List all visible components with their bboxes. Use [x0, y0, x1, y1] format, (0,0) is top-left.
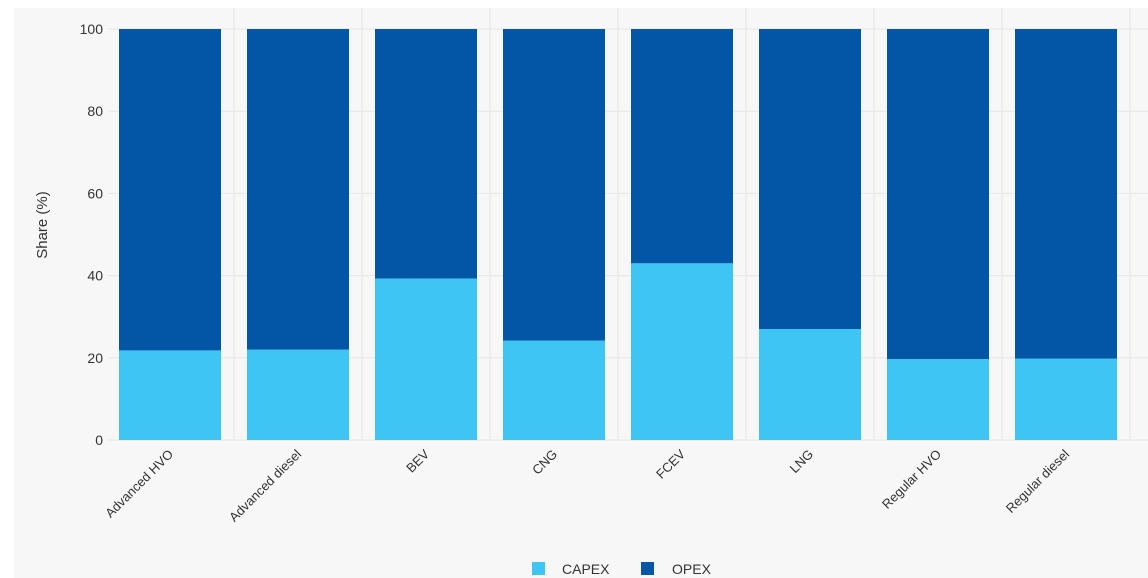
bar-opex-0 [119, 29, 221, 351]
y-tick-label: 0 [95, 432, 103, 448]
bar-opex-2 [375, 29, 477, 279]
legend-label: OPEX [672, 561, 712, 577]
bar-capex-0 [119, 350, 221, 440]
legend-swatch [532, 562, 545, 575]
bar-capex-4 [631, 263, 733, 440]
y-axis: 0 20 40 60 80 100 [80, 21, 104, 448]
legend: CAPEX OPEX [532, 561, 712, 577]
legend-item-capex: CAPEX [532, 561, 610, 577]
bar-capex-6 [887, 359, 989, 440]
bar-opex-6 [887, 29, 989, 360]
bar-opex-3 [503, 29, 605, 341]
y-tick-label: 80 [87, 103, 103, 119]
bar-opex-7 [1015, 29, 1117, 359]
legend-swatch [641, 562, 654, 575]
y-tick-label: 100 [80, 21, 104, 37]
bar-capex-7 [1015, 358, 1117, 440]
bar-capex-5 [759, 329, 861, 440]
bar-capex-1 [247, 349, 349, 440]
y-tick-label: 40 [87, 268, 103, 284]
legend-item-opex: OPEX [641, 561, 712, 577]
bar-opex-4 [631, 29, 733, 264]
bars [119, 29, 1117, 440]
bar-opex-5 [759, 29, 861, 330]
y-axis-label: Share (%) [34, 191, 51, 259]
legend-label: CAPEX [562, 561, 610, 577]
y-tick-label: 20 [87, 350, 103, 366]
bar-capex-3 [503, 340, 605, 440]
bar-capex-2 [375, 278, 477, 440]
bar-opex-1 [247, 29, 349, 350]
y-tick-label: 60 [87, 185, 103, 201]
